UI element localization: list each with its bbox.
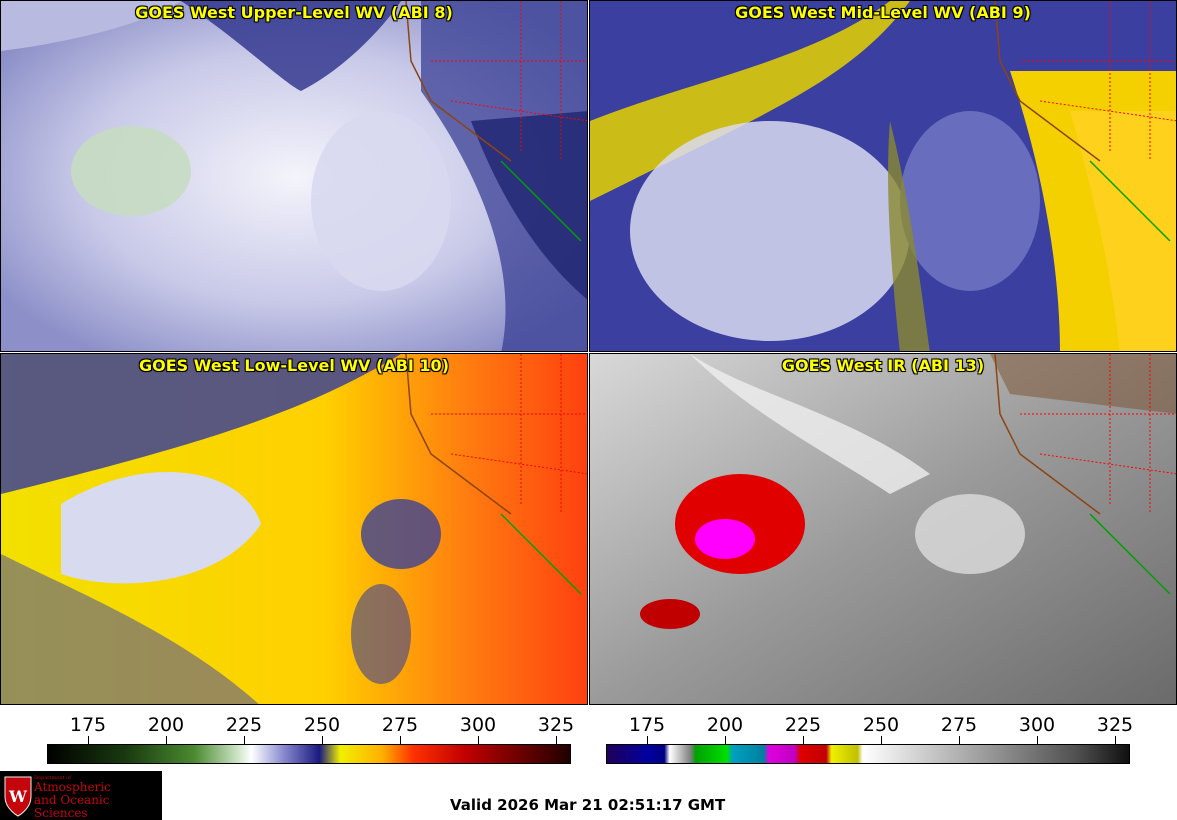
valid-time: Valid 2026 Mar 21 02:51:17 GMT: [450, 796, 726, 814]
tick-label: 300: [459, 714, 497, 736]
colorbar-wv-ticks: 175 200 225 250 275 300 325: [47, 708, 574, 744]
svg-text:W: W: [8, 787, 28, 806]
panel-title-upper-wv: GOES West Upper-Level WV (ABI 8): [135, 3, 453, 22]
colorbar-ir: [606, 744, 1130, 764]
tick-mark: [1037, 736, 1038, 744]
tick-label: 275: [381, 714, 419, 736]
tick-label: 225: [225, 714, 263, 736]
tick-label: 275: [940, 714, 978, 736]
tick-label: 175: [69, 714, 107, 736]
tick-mark: [556, 736, 557, 744]
panel-title-low-wv: GOES West Low-Level WV (ABI 10): [138, 356, 449, 375]
tick-mark: [244, 736, 245, 744]
ir-image: [590, 354, 1176, 704]
tick-mark: [400, 736, 401, 744]
tick-mark: [478, 736, 479, 744]
panel-title-mid-wv: GOES West Mid-Level WV (ABI 9): [735, 3, 1031, 22]
mid-wv-image: [590, 1, 1176, 351]
panel-mid-wv: GOES West Mid-Level WV (ABI 9): [589, 0, 1177, 352]
tick-label: 200: [706, 714, 744, 736]
upper-wv-image: [1, 1, 587, 351]
tick-label: 325: [537, 714, 575, 736]
logo-line3: and Oceanic Sciences: [34, 793, 110, 820]
tick-mark: [803, 736, 804, 744]
crest-icon: W: [4, 776, 32, 817]
tick-mark: [322, 736, 323, 744]
tick-label: 200: [147, 714, 185, 736]
tick-label: 225: [784, 714, 822, 736]
tick-label: 250: [303, 714, 341, 736]
tick-mark: [959, 736, 960, 744]
tick-label: 325: [1096, 714, 1134, 736]
tick-mark: [88, 736, 89, 744]
panel-title-ir: GOES West IR (ABI 13): [781, 356, 985, 375]
tick-label: 300: [1018, 714, 1056, 736]
logo-text: Department of Atmospheric and Oceanic Sc…: [34, 775, 162, 820]
tick-mark: [1115, 736, 1116, 744]
colorbar-wv: [47, 744, 571, 764]
tick-mark: [725, 736, 726, 744]
colorbar-ir-ticks: 175 200 225 250 275 300 325: [606, 708, 1133, 744]
tick-mark: [881, 736, 882, 744]
logo-line1: Department of: [34, 775, 71, 781]
tick-label: 250: [862, 714, 900, 736]
tick-mark: [166, 736, 167, 744]
tick-label: 175: [628, 714, 666, 736]
panel-ir: GOES West IR (ABI 13): [589, 353, 1177, 705]
low-wv-image: [1, 354, 587, 704]
uw-aos-logo: W Department of Atmospheric and Oceanic …: [0, 771, 162, 820]
tick-mark: [647, 736, 648, 744]
panel-upper-wv: GOES West Upper-Level WV (ABI 8): [0, 0, 588, 352]
panel-low-wv: GOES West Low-Level WV (ABI 10): [0, 353, 588, 705]
logo-line2: Atmospheric: [34, 780, 111, 794]
